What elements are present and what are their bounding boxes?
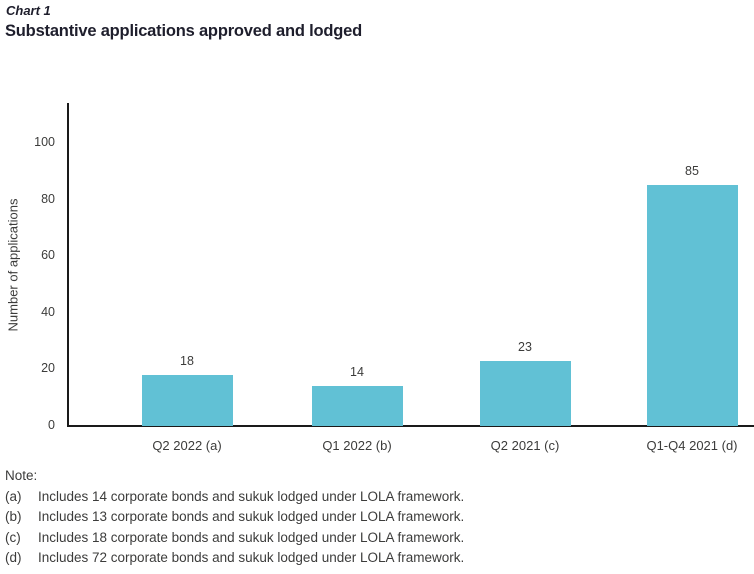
y-tick-label: 20 — [41, 361, 55, 376]
y-tick-label: 80 — [41, 191, 55, 206]
note-item-label: (c) — [5, 529, 21, 545]
note-item-label: (a) — [5, 488, 22, 504]
notes-heading: Note: — [5, 468, 38, 483]
note-item-label: (d) — [5, 550, 22, 565]
y-axis-line — [67, 103, 69, 427]
y-tick-label: 60 — [41, 248, 55, 263]
bar-value-label: 14 — [350, 365, 364, 379]
note-item: (c) Includes 18 corporate bonds and sukuk… — [5, 528, 745, 549]
note-item-text: Includes 13 corporate bonds and sukuk lo… — [38, 509, 465, 524]
note-item-text: Includes 72 corporate bonds and sukuk lo… — [38, 550, 465, 565]
x-tick-label: Q1 2022 (b) — [322, 438, 392, 453]
x-tick-label: Q2 2021 (c) — [490, 438, 560, 453]
bar-Q1 2022 (b) — [311, 386, 403, 426]
note-item: (a) Includes 14 corporate bonds and sukuk… — [5, 487, 745, 508]
bar-value-label: 85 — [685, 164, 699, 178]
bar-Q2 2022 (a) — [141, 375, 233, 426]
note-item: (b) Includes 13 corporate bonds and sukuk… — [5, 507, 745, 528]
bar-Q2 2021 (c) — [479, 361, 571, 426]
x-tick-label: Q2 2022 (a) — [152, 438, 222, 453]
chart-title: Substantive applications approved and lo… — [5, 22, 363, 40]
chart-kicker: Chart 1 — [6, 3, 51, 18]
note-item: (d) Includes 72 corporate bonds and sukuk… — [5, 548, 745, 569]
y-tick-label: 0 — [48, 418, 55, 432]
y-tick-label: 40 — [41, 304, 55, 319]
bar-chart-plot-area: Number of applications 0 20 40 60 80 100 18 14… — [6, 103, 754, 453]
bar-value-label: 18 — [180, 354, 194, 368]
notes-list: (a) Includes 14 corporate bonds and sukuk… — [5, 487, 745, 569]
x-tick-label: Q1-Q4 2021 (d) — [646, 438, 738, 453]
x-axis-line — [67, 425, 754, 427]
bar-value-label: 23 — [518, 340, 532, 354]
note-item-text: Includes 14 corporate bonds and sukuk lo… — [38, 488, 465, 504]
notes-section: Note: (a) Includes 14 corporate bonds and… — [5, 466, 745, 569]
bar-Q1-Q4 2021 (d) — [646, 185, 738, 426]
note-item-label: (b) — [5, 509, 22, 524]
note-item-text: Includes 18 corporate bonds and sukuk lo… — [38, 529, 465, 545]
y-tick-label: 100 — [34, 135, 55, 149]
